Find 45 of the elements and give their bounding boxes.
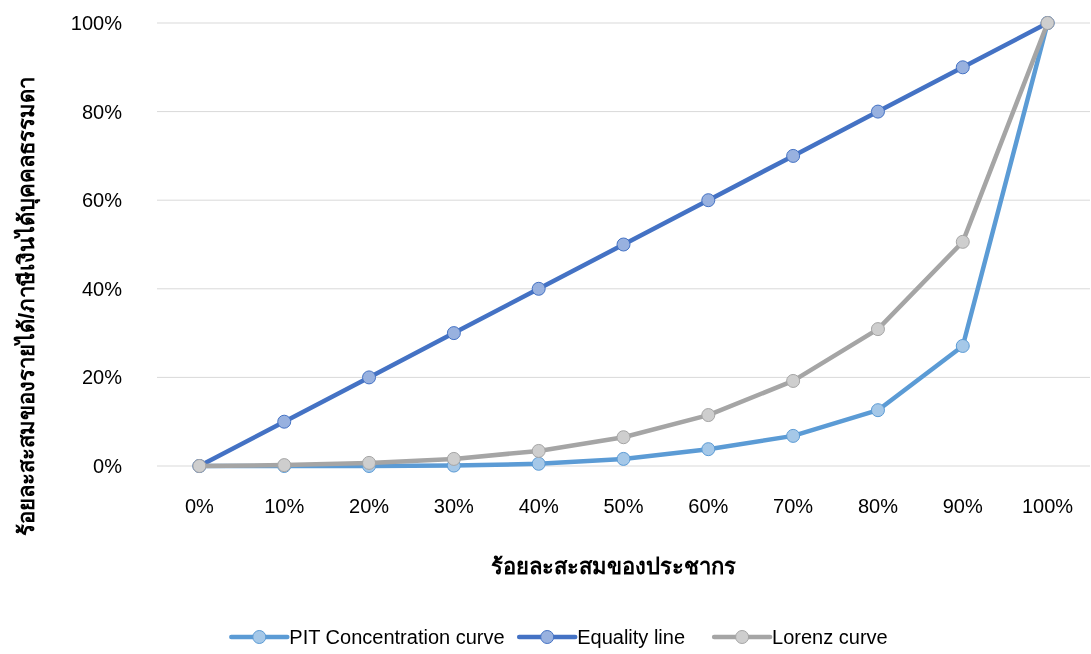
point: [446, 326, 461, 341]
point: [701, 442, 716, 457]
x-tick-label: 60%: [688, 495, 729, 517]
point: [616, 430, 631, 445]
y-tick-label: 80%: [81, 100, 123, 123]
point: [870, 104, 885, 119]
x-tick-label: 80%: [857, 495, 899, 517]
x-tick-label: 30%: [433, 495, 475, 517]
point: [531, 281, 546, 296]
point: [955, 234, 970, 249]
point: [955, 338, 970, 353]
point: [955, 60, 970, 75]
x-tick-label: 0%: [184, 495, 215, 517]
point: [531, 456, 546, 471]
legend-label: PIT Concentration curve: [289, 626, 505, 648]
point: [616, 237, 631, 252]
point: [701, 408, 716, 423]
legend-label: Lorenz curve: [772, 626, 888, 648]
y-tick-label: 20%: [81, 366, 123, 389]
point: [616, 451, 631, 466]
point: [701, 193, 716, 208]
point: [786, 428, 801, 443]
y-axis-title: ร้อยละสะสมของรายได้/ภาษีเงินได้บุคคลธรรมดา: [13, 76, 41, 537]
x-tick-label: 40%: [518, 495, 559, 517]
y-tick-label: 60%: [81, 189, 123, 212]
x-tick-label: 70%: [773, 495, 814, 517]
legend-label: Equality line: [577, 626, 686, 648]
x-tick-label: 50%: [603, 495, 644, 517]
x-tick-label: 10%: [264, 495, 305, 517]
point: [870, 322, 885, 337]
point: [531, 443, 546, 458]
x-axis-title: ร้อยละสะสมของประชากร: [491, 554, 736, 579]
x-tick-label: 100%: [1022, 495, 1074, 517]
point: [362, 455, 377, 470]
y-tick-label: 100%: [70, 12, 123, 34]
x-tick-label: 20%: [349, 495, 390, 517]
point: [446, 451, 461, 466]
point: [870, 403, 885, 418]
x-tick-label: 90%: [942, 495, 983, 517]
point: [362, 370, 377, 385]
point: [786, 148, 801, 163]
point: [277, 414, 292, 429]
point: [786, 373, 801, 388]
y-tick-label: 40%: [81, 277, 123, 300]
y-tick-label: 0%: [93, 455, 123, 477]
